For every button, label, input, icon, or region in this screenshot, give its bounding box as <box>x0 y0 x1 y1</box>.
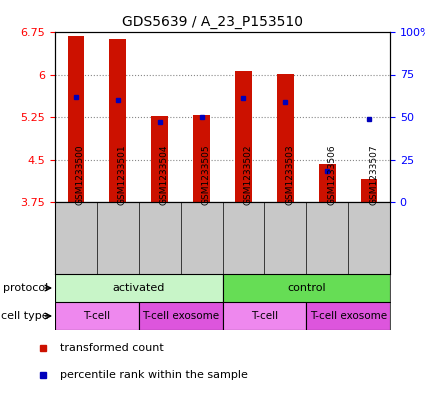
Bar <box>68 36 84 202</box>
Bar <box>319 164 336 202</box>
Text: GSM1233502: GSM1233502 <box>244 144 252 205</box>
Text: T-cell exosome: T-cell exosome <box>309 311 387 321</box>
Bar <box>109 39 126 202</box>
Text: activated: activated <box>113 283 165 293</box>
Bar <box>55 274 223 302</box>
Text: control: control <box>287 283 326 293</box>
Text: transformed count: transformed count <box>60 343 163 353</box>
Text: T-cell exosome: T-cell exosome <box>142 311 219 321</box>
Text: GSM1233506: GSM1233506 <box>327 144 336 205</box>
Text: cell type: cell type <box>1 311 48 321</box>
Text: GDS5639 / A_23_P153510: GDS5639 / A_23_P153510 <box>122 15 303 29</box>
Bar <box>223 274 390 302</box>
Text: GSM1233505: GSM1233505 <box>201 144 210 205</box>
Text: GSM1233500: GSM1233500 <box>76 144 85 205</box>
Bar <box>151 116 168 202</box>
Bar <box>55 302 139 330</box>
Bar <box>193 115 210 202</box>
Bar <box>361 179 377 202</box>
Text: T-cell: T-cell <box>83 311 110 321</box>
Bar <box>235 70 252 202</box>
Bar <box>277 74 294 202</box>
Text: protocol: protocol <box>3 283 48 293</box>
Bar <box>223 302 306 330</box>
Bar <box>139 302 223 330</box>
Text: GSM1233501: GSM1233501 <box>118 144 127 205</box>
Text: GSM1233503: GSM1233503 <box>285 144 294 205</box>
Text: GSM1233507: GSM1233507 <box>369 144 378 205</box>
Text: GSM1233504: GSM1233504 <box>160 144 169 205</box>
Text: percentile rank within the sample: percentile rank within the sample <box>60 370 247 380</box>
Bar <box>306 302 390 330</box>
Text: T-cell: T-cell <box>251 311 278 321</box>
